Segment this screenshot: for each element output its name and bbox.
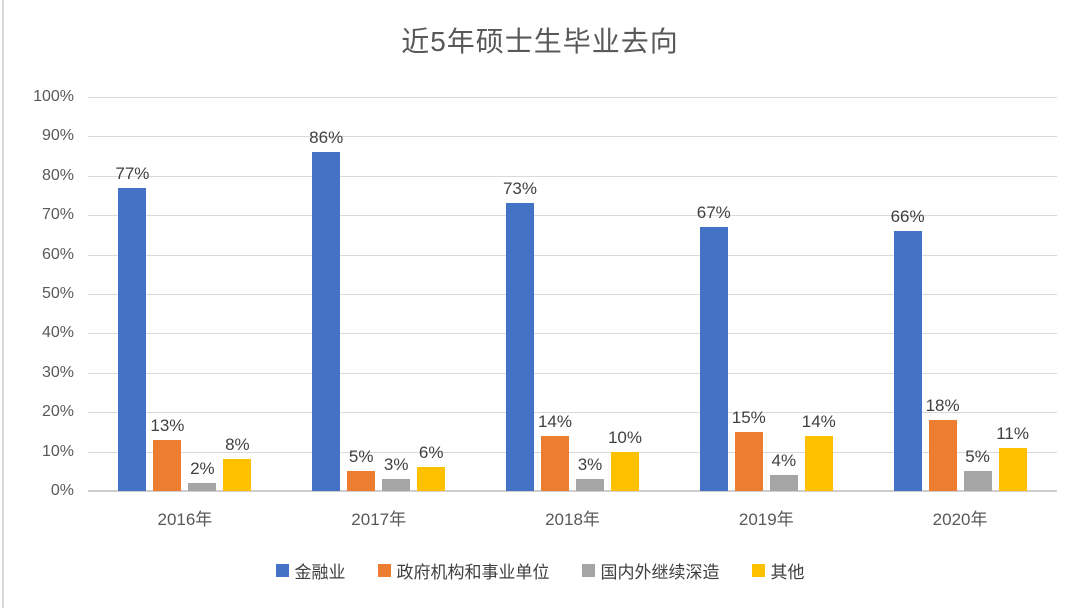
gridline	[88, 372, 1057, 374]
x-axis: 2016年 2017年 2018年 2019年 2020年	[88, 505, 1057, 530]
x-axis-tick-label: 2016年	[157, 510, 213, 529]
legend: 金融业 政府机构和事业单位 国内外继续深造 其他	[0, 558, 1080, 583]
y-axis-tick-label: 0%	[50, 482, 74, 499]
bar-group-2018年: 73% 14% 3% 10%	[476, 97, 670, 491]
bar-国内外继续深造: 4%	[769, 451, 798, 491]
y-axis: 100% 90% 80% 70% 60% 50% 40% 30% 20% 10% 0%	[0, 88, 80, 499]
data-label: 10%	[607, 427, 642, 447]
bar-group-2017年: 86% 5% 3% 6%	[282, 97, 476, 491]
bar-政府机构和事业单位: 5%	[347, 447, 376, 491]
legend-item-金融业: 金融业	[275, 558, 346, 583]
gridline	[88, 490, 1057, 492]
y-axis-tick-label: 40%	[41, 324, 74, 342]
legend-label: 金融业	[294, 563, 346, 582]
bar-group-2019年: 67% 15% 4% 14%	[669, 97, 863, 491]
y-axis-tick-label: 100%	[33, 88, 74, 105]
legend-label: 政府机构和事业单位	[396, 563, 550, 582]
data-label: 6%	[418, 443, 444, 463]
bar-其他: 8%	[223, 435, 252, 491]
x-axis-tick-label: 2019年	[738, 510, 794, 529]
bar-金融业: 66%	[891, 207, 925, 491]
data-label: 14%	[801, 411, 836, 431]
y-axis-tick-label: 10%	[41, 442, 74, 460]
data-label: 86%	[309, 128, 344, 148]
gridline	[88, 294, 1057, 295]
bar-其他: 6%	[417, 443, 446, 491]
bar-其他: 14%	[802, 412, 836, 491]
bar-group-2016年: 77% 13% 2% 8%	[88, 97, 282, 491]
gridline	[88, 333, 1057, 335]
data-label: 3%	[383, 455, 409, 475]
data-label: 13%	[150, 415, 185, 435]
data-label: 8%	[225, 435, 250, 455]
gridline	[88, 451, 1057, 453]
legend-label: 其他	[770, 563, 805, 582]
data-label: 5%	[348, 447, 374, 467]
bar-国内外继续深造: 3%	[575, 455, 604, 491]
data-label: 18%	[925, 396, 960, 416]
x-axis-tick-label: 2017年	[351, 510, 407, 529]
bar-金融业: 73%	[503, 179, 537, 491]
bar-groups: 77% 13% 2% 8% 86% 5% 3% 6% 73% 14% 3% 10% 67% 15% 4% 14…	[88, 97, 1057, 491]
bar-国内外继续深造: 2%	[188, 459, 217, 491]
gridline	[88, 254, 1057, 256]
bar-金融业: 67%	[697, 203, 731, 491]
left-edge-divider	[2, 0, 4, 608]
bar-政府机构和事业单位: 15%	[732, 408, 766, 491]
bar-其他: 11%	[996, 424, 1029, 491]
plot-area: 77% 13% 2% 8% 86% 5% 3% 6% 73% 14% 3% 10% 67% 15% 4% 14…	[88, 97, 1057, 492]
chart-title: 近5年硕士生毕业去向	[401, 26, 679, 57]
data-label: 14%	[537, 411, 572, 431]
bar-政府机构和事业单位: 13%	[150, 416, 184, 491]
gridline	[88, 97, 1057, 98]
bar-政府机构和事业单位: 14%	[538, 412, 572, 491]
legend-swatch-icon	[377, 564, 391, 577]
gridline	[88, 136, 1057, 138]
data-label: 2%	[190, 459, 215, 479]
legend-swatch-icon	[581, 564, 595, 577]
gridline	[88, 215, 1057, 217]
legend-item-政府机构和事业单位: 政府机构和事业单位	[377, 558, 550, 583]
data-label: 77%	[115, 163, 150, 183]
y-axis-tick-label: 50%	[41, 285, 74, 302]
bar-国内外继续深造: 3%	[382, 455, 411, 491]
data-label: 73%	[502, 179, 537, 199]
gridline	[88, 412, 1057, 414]
x-axis-tick-label: 2018年	[545, 510, 600, 529]
y-axis-tick-label: 30%	[41, 363, 74, 381]
data-label: 11%	[996, 423, 1029, 443]
data-label: 4%	[771, 451, 797, 471]
y-axis-tick-label: 60%	[41, 245, 74, 263]
bar-其他: 10%	[608, 428, 642, 491]
bar-金融业: 86%	[309, 128, 343, 491]
y-axis-tick-label: 80%	[41, 166, 74, 184]
bar-金融业: 77%	[115, 164, 149, 491]
legend-label: 国内外继续深造	[600, 563, 720, 582]
legend-swatch-icon	[275, 564, 289, 577]
x-axis-tick-label: 2020年	[932, 510, 988, 529]
bar-group-2020年: 66% 18% 5% 11%	[863, 97, 1057, 491]
y-axis-tick-label: 70%	[41, 206, 74, 224]
data-label: 67%	[696, 203, 731, 223]
bar-国内外继续深造: 5%	[963, 447, 992, 491]
gridline	[88, 175, 1057, 177]
legend-item-其他: 其他	[751, 558, 805, 583]
legend-swatch-icon	[751, 564, 765, 577]
y-axis-tick-label: 20%	[41, 403, 74, 421]
data-label: 5%	[965, 447, 990, 467]
data-label: 15%	[731, 407, 766, 427]
data-label: 3%	[577, 455, 603, 475]
data-label: 66%	[890, 206, 925, 226]
legend-item-国内外继续深造: 国内外继续深造	[581, 558, 720, 583]
y-axis-tick-label: 90%	[41, 127, 74, 145]
bar-政府机构和事业单位: 18%	[926, 396, 960, 491]
